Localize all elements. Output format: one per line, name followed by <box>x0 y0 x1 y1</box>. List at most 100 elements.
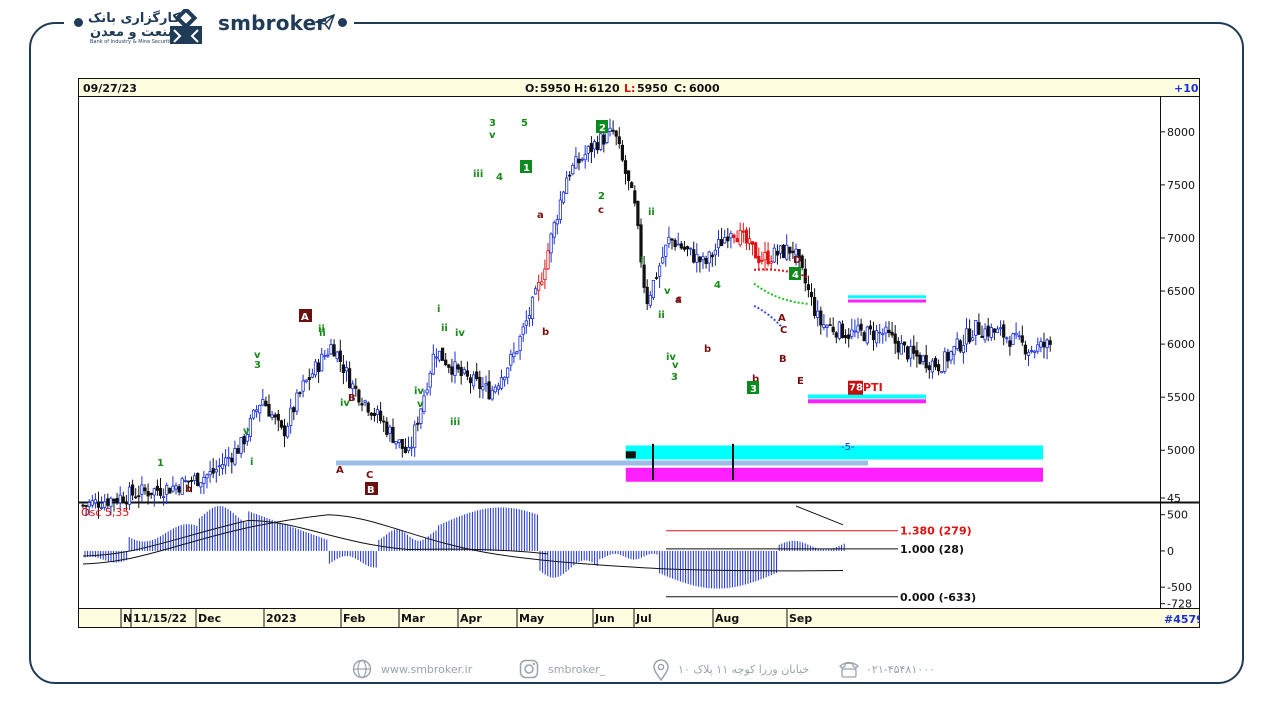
candle-body <box>193 475 197 481</box>
candle-body <box>636 201 640 226</box>
header-high-label: H: <box>574 82 588 95</box>
wave-label-brown: A <box>778 313 786 324</box>
header-high: 6120 <box>589 82 620 95</box>
footer-website[interactable]: www.smbroker.ir <box>381 663 473 676</box>
candle-body <box>741 230 745 233</box>
wave-box-brown <box>365 482 378 495</box>
candle-body <box>518 336 522 352</box>
fib-label: 1.000 (28) <box>900 543 964 556</box>
candle-body <box>165 484 169 495</box>
candle-body <box>1036 344 1040 352</box>
candle-body <box>723 237 727 244</box>
candle-body <box>465 370 470 377</box>
wave-label-brown: C <box>780 325 787 336</box>
candle-body <box>840 323 845 339</box>
candle-body <box>757 255 761 264</box>
candle-body <box>382 420 386 423</box>
candle-body <box>468 377 473 384</box>
candle-body <box>332 344 336 357</box>
candle-body <box>385 421 389 435</box>
candle-body <box>552 222 556 238</box>
candle-body <box>952 346 956 355</box>
footer-phone[interactable]: ۰۲۱-۴۵۴۸۱۰۰۰ <box>866 663 935 676</box>
candle-body <box>778 245 783 254</box>
candle-body <box>406 447 411 452</box>
candle-body <box>403 446 408 454</box>
candle-body <box>1011 333 1015 345</box>
candle-body <box>884 326 888 334</box>
osc-tick-label: -728 <box>1167 598 1192 611</box>
candle-body <box>186 480 190 483</box>
candle-body <box>623 160 628 174</box>
wave-label-green: i <box>640 256 643 267</box>
candle-body <box>199 482 203 488</box>
candle-body <box>614 130 618 137</box>
candle-body <box>577 158 581 164</box>
candle-body <box>1033 350 1037 353</box>
candle-body <box>134 496 138 499</box>
candle-body <box>837 321 842 339</box>
candle-body <box>394 440 398 445</box>
wave-label-green: iv <box>414 386 424 397</box>
candle-body <box>93 499 98 504</box>
candle-body <box>1026 351 1031 356</box>
candle-body <box>149 492 153 496</box>
candle-body <box>285 425 290 438</box>
candle-body <box>558 199 563 221</box>
candle-body <box>949 351 953 361</box>
candle-body <box>806 284 811 291</box>
candle-body <box>989 327 993 338</box>
wave-label-green: iii <box>450 417 460 428</box>
candle-body <box>819 310 823 326</box>
candle-body <box>152 488 156 496</box>
candle-body <box>809 291 814 298</box>
candle-body <box>115 498 119 503</box>
candle-body <box>927 365 931 371</box>
globe-icon <box>352 659 372 679</box>
price-tick-label: 7500 <box>1167 179 1195 192</box>
candle-body <box>651 279 656 298</box>
wave-label-green: iv <box>340 398 350 409</box>
candle-body <box>865 326 869 344</box>
candle-body <box>682 246 687 250</box>
candle-body <box>670 238 674 241</box>
candle-body <box>490 389 494 400</box>
osc-tick-label: 0 <box>1167 545 1174 558</box>
candle-body <box>1014 332 1018 336</box>
wave-label-brown: b <box>704 344 711 355</box>
price-tick-label: 5500 <box>1167 391 1195 404</box>
stock-chart: 09/27/23 O: 5950 H: 6120 L: 5950 C: 6000… <box>78 78 1204 628</box>
candle-body <box>813 297 817 316</box>
projection-green <box>753 282 809 305</box>
candle-body <box>571 165 575 175</box>
candle-body <box>208 471 212 476</box>
logo-english-name: Bank of Industry & Mine Securities <box>90 39 177 45</box>
candle-body <box>502 376 507 381</box>
wave-box-green-label: 4 <box>792 270 799 281</box>
candle-body <box>695 253 699 263</box>
candle-body <box>416 422 420 425</box>
candle-body <box>369 412 373 416</box>
candle-body <box>915 350 919 357</box>
candle-body <box>937 364 941 372</box>
candle-body <box>431 353 435 375</box>
time-tick-label: 2023 <box>266 612 297 625</box>
candle-body <box>995 328 1000 334</box>
candle-body <box>196 472 200 487</box>
candle-body <box>627 170 631 181</box>
header-change: +10 <box>1174 82 1199 95</box>
zone-marker <box>625 451 636 459</box>
wave-label-green: i <box>250 457 253 468</box>
footer-instagram[interactable]: smbroker_ <box>548 663 606 676</box>
candle-body <box>1020 335 1024 343</box>
candle-body <box>413 424 417 449</box>
candle-body <box>174 485 178 490</box>
candle-body <box>729 232 733 239</box>
wave-box-green <box>520 160 532 173</box>
candle-body <box>524 320 528 326</box>
bottom-right-label: #4579 <box>1164 613 1200 626</box>
candle-body <box>592 141 597 150</box>
candle-body <box>109 497 113 507</box>
wave-label-brown: E <box>797 376 804 387</box>
candle-body <box>217 465 221 468</box>
